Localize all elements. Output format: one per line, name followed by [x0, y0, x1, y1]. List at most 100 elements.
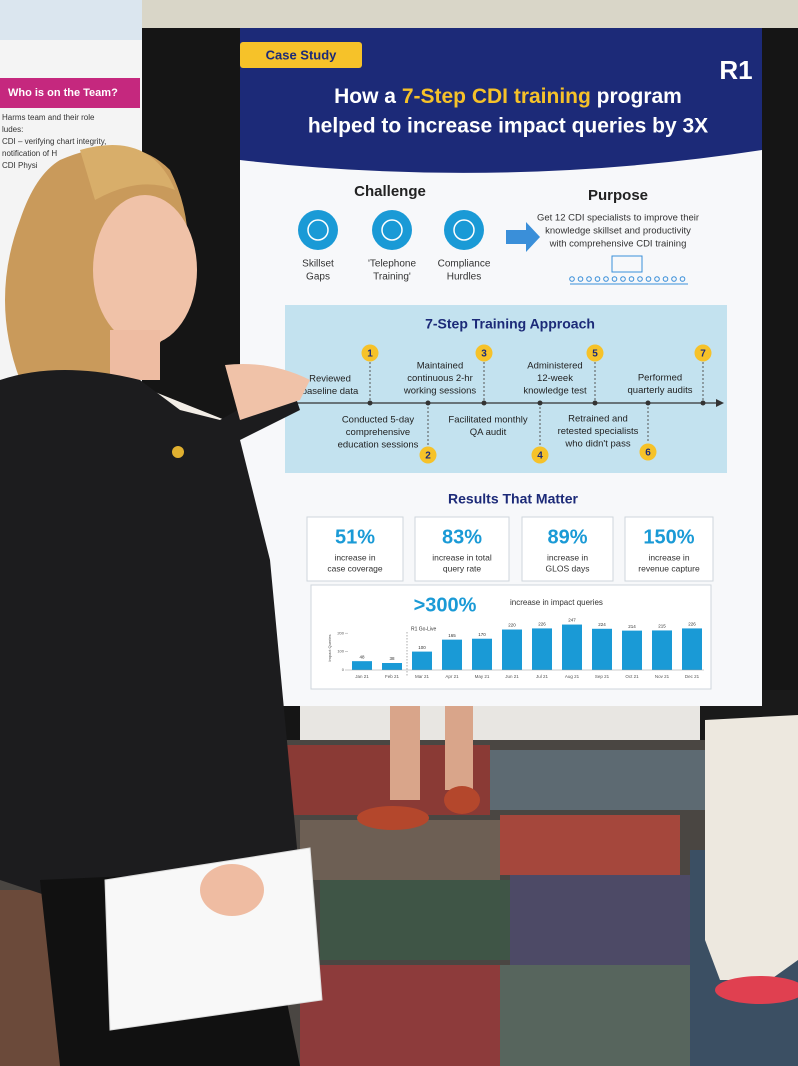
- step-text: knowledge test: [523, 386, 587, 397]
- bar: [622, 630, 642, 670]
- presenter: [0, 145, 323, 1066]
- x-tick-label: Jul 21: [536, 674, 549, 679]
- stat-label: increase in: [648, 552, 689, 562]
- step-text: quarterly audits: [628, 385, 693, 396]
- side-text: notification of H: [2, 149, 57, 158]
- challenge-icon-inner: [381, 219, 403, 241]
- crowd-person: [628, 276, 635, 282]
- step-text: Performed: [638, 373, 682, 384]
- white-pants: [705, 715, 798, 980]
- step-number: 7: [700, 349, 706, 360]
- challenge-label: Training': [373, 272, 411, 283]
- side-text: CDI – verifying chart integrity,: [2, 137, 106, 146]
- board-icon: [611, 255, 643, 273]
- timeline-dot: [367, 400, 373, 406]
- bar: [442, 639, 462, 670]
- crowd-person: [611, 276, 618, 282]
- logo: R1: [719, 55, 752, 85]
- x-tick-label: Jan 21: [355, 674, 369, 679]
- stat-value: 150%: [643, 526, 694, 548]
- stat-box: [414, 516, 510, 582]
- challenge-icon-inner: [453, 219, 475, 241]
- crowd-person: [654, 276, 660, 282]
- stat-label: GLOS days: [546, 563, 590, 573]
- stat-value: 89%: [547, 526, 587, 548]
- step-number: 3: [481, 349, 487, 360]
- timeline-dot: [425, 400, 431, 406]
- carpet-tile: [500, 965, 720, 1066]
- challenge-label: Hurdles: [447, 272, 481, 283]
- crowd-person: [679, 276, 686, 282]
- bar: [352, 661, 372, 670]
- step-marker: [694, 344, 712, 362]
- crowd-person: [662, 276, 669, 282]
- neck: [110, 330, 160, 380]
- bar: [562, 624, 582, 670]
- step-marker: [361, 344, 379, 362]
- bar: [682, 628, 702, 670]
- stat-label: query rate: [443, 563, 482, 573]
- carpet-tile: [300, 965, 500, 1066]
- side-panel-header: [0, 0, 142, 40]
- step-text: Retrained and: [568, 414, 628, 425]
- challenge-label: Skillset: [302, 259, 334, 270]
- poster-content: Skillset Gaps 'Telephone Training' Complianc…: [298, 210, 714, 679]
- crowd-person: [603, 276, 609, 282]
- stat-box: [624, 516, 714, 582]
- carpet-tile: [300, 820, 500, 880]
- crowd-person: [586, 276, 592, 282]
- step-text: baseline data: [302, 386, 359, 397]
- badge-bg: [240, 42, 362, 68]
- carpet-tile: [500, 815, 680, 875]
- timeline-dot: [481, 400, 487, 406]
- x-tick-label: Oct 21: [625, 674, 639, 679]
- timeline-dot: [592, 400, 598, 406]
- step-marker: [475, 344, 493, 362]
- stat-label: increase in total: [432, 552, 492, 562]
- purpose-heading: Purpose: [588, 187, 648, 204]
- challenge-label: 'Telephone: [368, 259, 417, 270]
- shoe: [444, 786, 480, 814]
- shoe: [357, 806, 429, 830]
- challenge-icon: [372, 210, 412, 250]
- x-tick-label: Apr 21: [445, 674, 459, 679]
- results-title: Results That Matter: [448, 491, 578, 507]
- background-person: [357, 690, 798, 1004]
- challenge-label: Compliance: [438, 259, 491, 270]
- crowd-person: [620, 276, 626, 282]
- step-text: Reviewed: [309, 374, 351, 385]
- shoe: [715, 976, 798, 1004]
- paper-folder: [104, 847, 323, 1031]
- value-label: 48: [359, 654, 365, 659]
- title-highlight: 7-Step CDI training: [402, 85, 591, 108]
- value-label: 165: [448, 633, 456, 638]
- title-text: program: [597, 85, 682, 108]
- crowd-person: [645, 276, 652, 282]
- wall-top: [140, 0, 798, 28]
- step-marker: [586, 344, 604, 362]
- challenge-label: Gaps: [306, 272, 330, 283]
- side-text: ludes:: [2, 125, 23, 134]
- step-text: Conducted 5-day: [342, 415, 415, 426]
- y-tick-label: 0: [342, 667, 345, 672]
- step-number: 5: [592, 349, 598, 360]
- y-tick-label: 200: [337, 630, 344, 635]
- badge: Case Study: [266, 47, 338, 62]
- timeline-dot: [700, 400, 706, 406]
- bar: [592, 628, 612, 670]
- timeline-dot: [537, 400, 543, 406]
- stat-label: revenue capture: [638, 563, 700, 573]
- step-text: working sessions: [403, 386, 477, 397]
- timeline-arrow: [716, 399, 724, 407]
- purpose-text: with comprehensive CDI training: [549, 239, 687, 250]
- challenge-heading: Challenge: [354, 183, 426, 200]
- bar: [502, 629, 522, 670]
- arrow: [506, 222, 540, 252]
- poster: Case Study R1 How a 7-Step CDI training …: [240, 28, 762, 706]
- title-line: How a 7-Step CDI training program: [334, 85, 682, 108]
- challenge-icon: [298, 210, 338, 250]
- x-tick-label: Sep 21: [595, 674, 610, 679]
- step-text: education sessions: [338, 440, 419, 451]
